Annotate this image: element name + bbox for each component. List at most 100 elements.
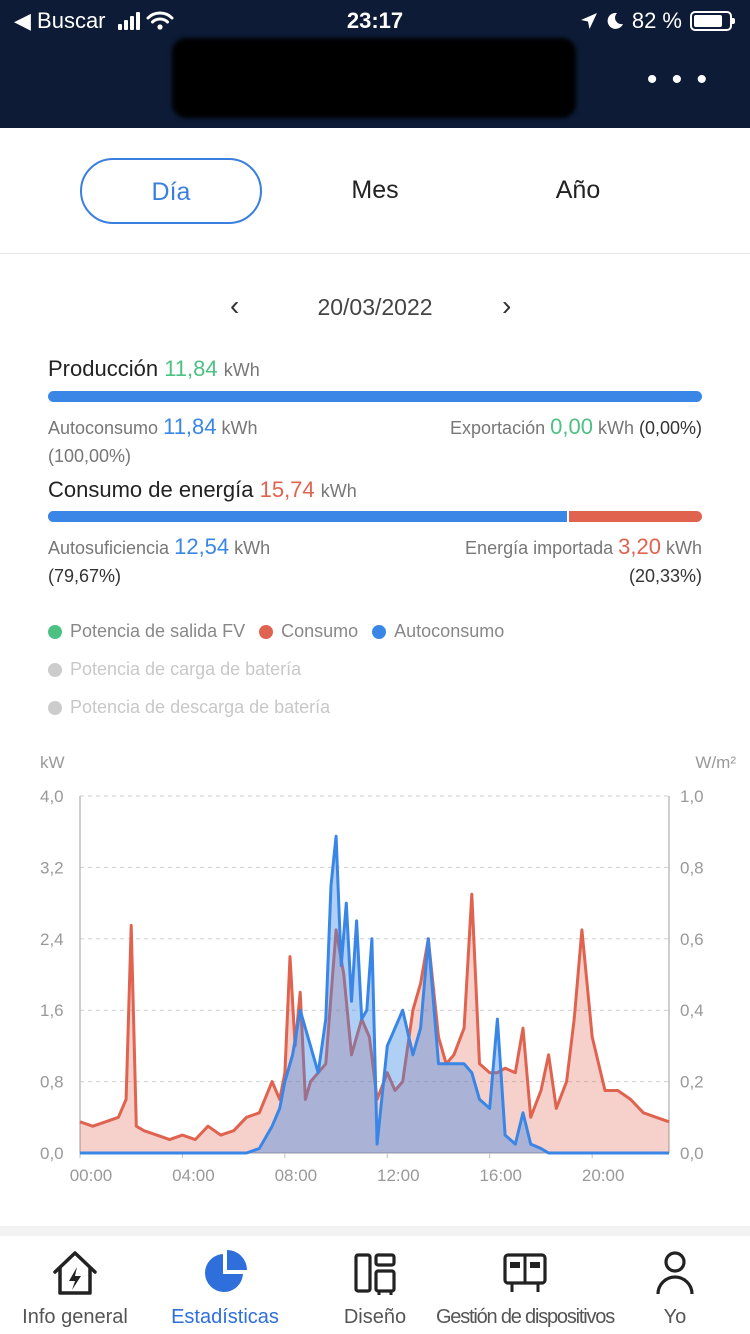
consumption-label: Consumo de energía (48, 477, 254, 502)
self-consumption-stat: Autoconsumo 11,84 kWh (48, 414, 258, 440)
y-tick-label-right: 0,2 (680, 1073, 704, 1092)
consumption-value: 15,74 (259, 477, 315, 502)
production-unit: kWh (223, 360, 260, 380)
nav-info-general[interactable]: Info general (0, 1236, 150, 1334)
selected-date[interactable]: 20/03/2022 (317, 294, 433, 320)
self-consumption-percent: (100,00%) (48, 446, 132, 466)
self-sufficiency-percent: (79,67%) (48, 566, 122, 586)
wifi-icon (146, 11, 174, 30)
app-header: ◀ Buscar 23:17 82 % • • • (0, 0, 750, 128)
nav-info-general-label: Info general (22, 1306, 128, 1328)
device-icon (503, 1253, 547, 1292)
y-tick-label-left: 4,0 (40, 787, 64, 806)
self-consumption-unit: kWh (221, 418, 258, 438)
legend-item-battery-charge[interactable]: Potencia de carga de batería (48, 659, 301, 680)
series-area-0 (80, 894, 669, 1153)
self-sufficiency-label: Autosuficiencia (48, 538, 170, 558)
layout-icon (354, 1253, 396, 1295)
y-tick-label-right: 0,8 (680, 858, 704, 877)
export-stat: Exportación 0,00 kWh (0,00%) (450, 414, 702, 440)
import-percent: (20,33%) (628, 566, 702, 586)
chart-legend: Potencia de salida FV Consumo Autoconsum… (48, 621, 518, 642)
nav-me[interactable]: Yo (625, 1236, 725, 1334)
battery-percent: 82 % (631, 8, 682, 33)
moon-icon (607, 12, 623, 29)
person-icon (656, 1251, 694, 1295)
period-tabs: Día Mes Año (0, 128, 750, 254)
y-tick-label-left: 0,0 (40, 1144, 64, 1163)
y-tick-label-left: 3,2 (40, 858, 64, 877)
x-tick-label: 16:00 (479, 1166, 522, 1185)
y-tick-label-left: 0,8 (40, 1073, 64, 1092)
legend-dot-battery-charge (48, 662, 62, 677)
y-tick-label-right: 0,0 (680, 1144, 704, 1163)
production-summary: Producción 11,84 kWh (48, 356, 260, 382)
export-unit: kWh (597, 418, 634, 438)
y-tick-label-left: 1,6 (40, 1001, 64, 1020)
export-value: 0,00 (550, 414, 593, 439)
status-time: 23:17 (346, 8, 404, 33)
legend-item-self-consumption[interactable]: Autoconsumo (372, 621, 504, 642)
y-tick-label-right: 0,6 (680, 930, 704, 949)
x-tick-label: 00:00 (70, 1166, 113, 1185)
date-navigator: ‹ 20/03/2022 › (0, 288, 750, 330)
y-tick-label-right: 0,4 (680, 1001, 704, 1020)
next-day-button[interactable]: › (502, 290, 512, 321)
location-arrow-icon (580, 13, 597, 29)
nav-statistics[interactable]: Estadísticas (150, 1236, 300, 1334)
x-tick-label: 20:00 (582, 1166, 625, 1185)
nav-me-label: Yo (663, 1306, 687, 1328)
nav-device-management[interactable]: Gestión de dispositivos (425, 1236, 625, 1334)
import-value: 3,20 (618, 534, 661, 559)
status-bar: ◀ Buscar 23:17 82 % (0, 0, 750, 42)
x-tick-label: 08:00 (275, 1166, 318, 1185)
self-consumption-value: 11,84 (163, 414, 217, 439)
series-line-0 (79, 892, 670, 1142)
consumption-summary: Consumo de energía 15,74 kWh (48, 477, 357, 503)
legend-dot-pv (48, 624, 62, 639)
production-bar-self-consumption (48, 391, 702, 402)
self-consumption-label: Autoconsumo (48, 418, 159, 438)
consumption-bar-self-sufficiency (48, 511, 570, 522)
self-sufficiency-unit: kWh (234, 538, 271, 558)
back-to-search-link[interactable]: ◀ Buscar (14, 8, 106, 33)
series-line-1 (80, 834, 669, 1155)
x-tick-label: 04:00 (172, 1166, 215, 1185)
nav-statistics-label: Estadísticas (171, 1306, 279, 1328)
y-tick-label-right: 1,0 (680, 787, 704, 806)
legend-dot-consumption (259, 624, 274, 639)
consumption-bar (48, 511, 702, 522)
legend-item-battery-discharge[interactable]: Potencia de descarga de batería (48, 697, 330, 718)
legend-row-battery-discharge: Potencia de descarga de batería (48, 697, 344, 718)
import-stat: Energía importada 3,20 kWh (465, 534, 702, 560)
legend-dot-self-consumption (372, 624, 387, 639)
power-chart[interactable]: kW W/m² 0,0 0,8 1,6 2,4 3,2 4,0 0,0 0,2 0,4 0,6 0,8 1… (0, 744, 750, 1194)
self-sufficiency-stat: Autosuficiencia 12,54 kWh (48, 534, 270, 560)
production-value: 11,84 (164, 356, 218, 381)
y-axis-unit-right: W/m² (695, 753, 736, 772)
tab-month[interactable]: Mes (351, 176, 399, 204)
previous-day-button[interactable]: ‹ (230, 290, 240, 321)
import-unit: kWh (666, 538, 702, 558)
x-tick-label: 12:00 (377, 1166, 420, 1185)
nav-design[interactable]: Diseño (300, 1236, 450, 1334)
bottom-navigation: Info general Estadísticas Diseño (0, 1236, 750, 1334)
pie-chart-icon (205, 1250, 247, 1292)
legend-item-consumption[interactable]: Consumo (259, 621, 358, 642)
tab-year[interactable]: Año (555, 176, 601, 204)
production-bar (48, 391, 702, 402)
house-bolt-icon (53, 1251, 97, 1295)
y-tick-label-left: 2,4 (40, 930, 64, 949)
more-options-icon[interactable]: • • • (646, 63, 710, 96)
y-axis-unit-left: kW (40, 753, 65, 772)
cellular-signal-icon (117, 12, 140, 30)
redacted-title (172, 38, 576, 118)
tab-day[interactable]: Día (80, 158, 262, 224)
nav-design-label: Diseño (343, 1306, 407, 1328)
nav-divider (0, 1226, 750, 1236)
production-label: Producción (48, 356, 159, 381)
export-label: Exportación (450, 418, 546, 438)
legend-item-pv-output[interactable]: Potencia de salida FV (48, 621, 245, 642)
nav-device-management-label: Gestión de dispositivos (435, 1306, 615, 1328)
self-sufficiency-value: 12,54 (174, 534, 230, 559)
